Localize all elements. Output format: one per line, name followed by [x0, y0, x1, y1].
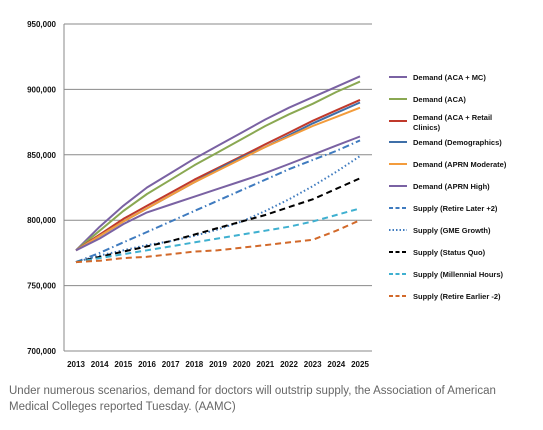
legend-label: Demand (Demographics)	[413, 138, 502, 147]
x-tick-label: 2021	[256, 360, 274, 369]
legend-label: Supply (Retire Later +2)	[413, 204, 498, 213]
x-tick-label: 2022	[280, 360, 298, 369]
series-line	[75, 98, 361, 252]
series-line	[75, 177, 361, 264]
x-tick-label: 2018	[185, 360, 203, 369]
series-line	[75, 106, 361, 252]
legend-label: Demand (APRN Moderate)	[413, 160, 507, 169]
x-tick-label: 2023	[304, 360, 322, 369]
figure-caption: Under numerous scenarios, demand for doc…	[9, 385, 496, 413]
y-tick-label: 750,000	[27, 282, 56, 291]
series-line	[75, 155, 361, 264]
legend-label: Supply (GME Growth)	[413, 226, 491, 235]
y-axis-tick-labels: 700,000 750,000 800,000 850,000 900,000 950,0…	[27, 20, 56, 356]
series-line	[75, 135, 361, 252]
series-lines	[75, 75, 361, 264]
x-tick-label: 2016	[138, 360, 156, 369]
y-tick-label: 850,000	[27, 151, 56, 160]
x-tick-label: 2024	[327, 360, 345, 369]
x-axis-tick-labels: 2013 2014 2015 2016 2017 2018 2019 2020 2021 2022…	[67, 360, 369, 369]
series-line	[75, 139, 361, 264]
chart: 700,000 750,000 800,000 850,000 900,000 950,0…	[27, 20, 507, 369]
x-tick-label: 2013	[67, 360, 85, 369]
y-tick-label: 900,000	[27, 85, 56, 94]
x-tick-label: 2017	[162, 360, 180, 369]
x-tick-label: 2014	[91, 360, 109, 369]
x-tick-label: 2019	[209, 360, 227, 369]
legend: Demand (ACA + MC) Demand (ACA) Demand (ACA…	[389, 73, 507, 301]
y-tick-label: 700,000	[27, 347, 56, 356]
y-tick-label: 800,000	[27, 216, 56, 225]
legend-label: Demand (ACA)	[413, 95, 466, 104]
legend-label: Demand (APRN High)	[413, 182, 490, 191]
legend-label: Demand (ACA + MC)	[413, 73, 486, 82]
legend-label: Demand (ACA + Retail Clinics)	[413, 113, 492, 132]
series-line	[75, 219, 361, 264]
series-line	[75, 207, 361, 264]
x-tick-label: 2020	[233, 360, 251, 369]
legend-label: Supply (Status Quo)	[413, 248, 486, 257]
gridlines	[63, 23, 372, 352]
legend-label: Supply (Retire Earlier -2)	[413, 292, 501, 301]
series-line	[75, 80, 361, 252]
x-tick-label: 2025	[351, 360, 369, 369]
x-tick-label: 2015	[114, 360, 132, 369]
series-line	[75, 75, 361, 252]
legend-label: Supply (Millennial Hours)	[413, 270, 504, 279]
y-tick-label: 950,000	[27, 20, 56, 29]
